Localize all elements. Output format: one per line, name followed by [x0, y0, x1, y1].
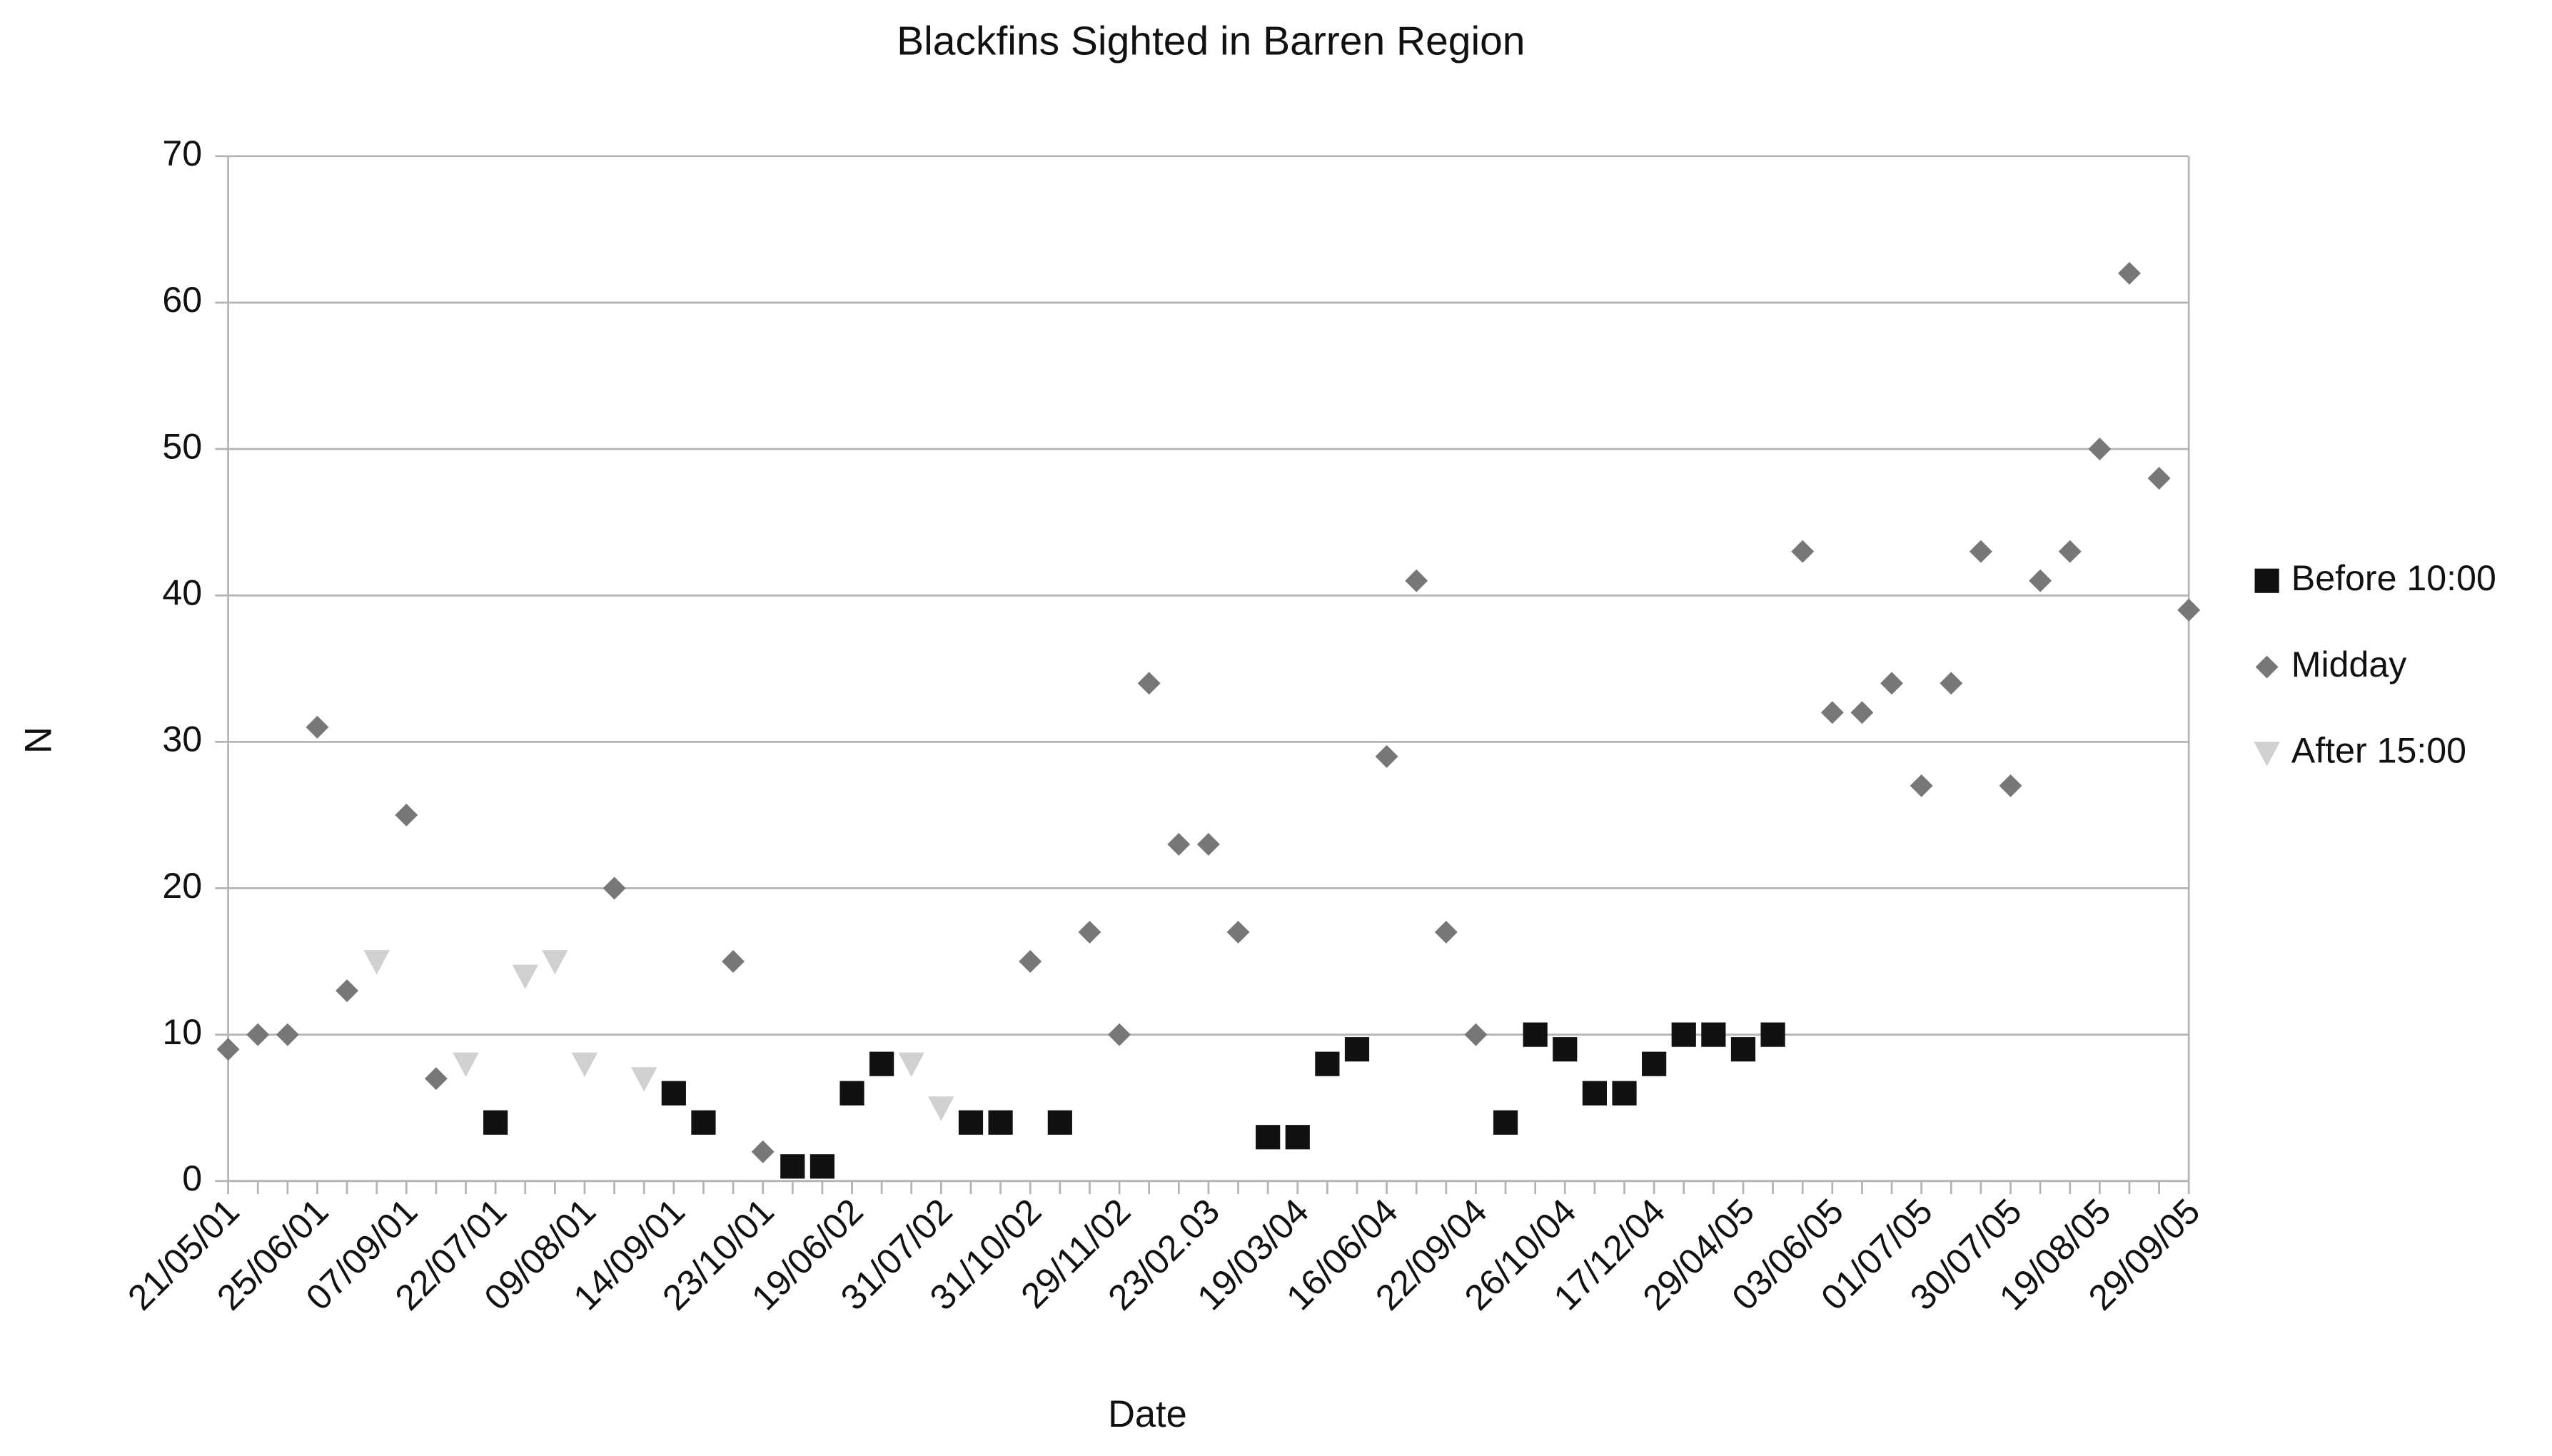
point — [1137, 672, 1161, 695]
point — [1078, 921, 1101, 944]
point — [363, 950, 390, 975]
legend-label: Before 10:00 — [2291, 558, 2496, 598]
point — [1582, 1081, 1607, 1106]
point — [1285, 1125, 1310, 1150]
point — [1791, 540, 1815, 563]
legend-label: Midday — [2291, 644, 2407, 684]
point — [810, 1154, 835, 1179]
y-axis-label: N — [18, 727, 59, 754]
point — [988, 1110, 1013, 1135]
y-tick-label: 60 — [162, 280, 202, 320]
point — [424, 1067, 448, 1091]
point — [1405, 569, 1428, 592]
point — [869, 1051, 894, 1076]
point — [1167, 833, 1191, 856]
point — [602, 876, 626, 900]
point — [722, 950, 745, 974]
point — [1047, 1110, 1072, 1135]
point — [1315, 1051, 1340, 1076]
point — [246, 1023, 270, 1046]
point — [2147, 467, 2171, 490]
point — [1019, 950, 1042, 974]
point — [2118, 261, 2141, 285]
point — [1760, 1022, 1785, 1047]
y-tick-label: 0 — [182, 1158, 202, 1198]
point — [630, 1067, 657, 1092]
point — [1910, 774, 1933, 797]
point — [1344, 1037, 1370, 1062]
point — [2029, 569, 2052, 592]
point — [1820, 701, 1844, 724]
legend-label: After 15:00 — [2291, 731, 2466, 771]
point — [1108, 1023, 1131, 1046]
point — [1880, 672, 1904, 695]
point — [571, 1052, 598, 1077]
point — [898, 1052, 924, 1077]
point — [780, 1154, 805, 1179]
point — [1701, 1022, 1726, 1047]
point — [2058, 540, 2082, 563]
point — [1196, 833, 1220, 856]
point — [2088, 438, 2112, 461]
point — [839, 1081, 864, 1106]
point — [958, 1110, 984, 1135]
point — [306, 715, 329, 739]
point — [928, 1096, 954, 1121]
point — [1969, 540, 1992, 563]
point — [512, 964, 538, 989]
x-axis-label: Date — [1108, 1394, 1187, 1435]
point — [1256, 1125, 1281, 1150]
y-tick-label: 50 — [162, 426, 202, 466]
point — [1493, 1110, 1518, 1135]
point — [1375, 744, 1398, 768]
point — [395, 803, 418, 826]
point — [1434, 921, 1458, 944]
point — [661, 1081, 686, 1106]
point — [691, 1110, 716, 1135]
point — [1850, 701, 1874, 724]
legend-marker — [2255, 655, 2279, 679]
legend-marker — [2254, 742, 2280, 767]
legend-marker — [2254, 568, 2279, 593]
point — [1464, 1023, 1488, 1046]
point — [276, 1023, 299, 1046]
point — [216, 1038, 240, 1061]
point — [453, 1052, 479, 1077]
point — [483, 1110, 508, 1135]
y-tick-label: 40 — [162, 572, 202, 612]
point — [1523, 1022, 1548, 1047]
point — [1730, 1037, 1756, 1062]
point — [1612, 1081, 1637, 1106]
chart-title: Blackfins Sighted in Barren Region — [897, 19, 1525, 64]
point — [1226, 921, 1250, 944]
point — [1940, 672, 1963, 695]
point — [1642, 1051, 1667, 1076]
y-tick-label: 10 — [162, 1012, 202, 1052]
point — [336, 979, 359, 1003]
point — [1999, 774, 2022, 797]
y-tick-label: 30 — [162, 719, 202, 759]
y-tick-label: 70 — [162, 133, 202, 173]
point — [2177, 598, 2201, 622]
point — [751, 1140, 775, 1163]
point — [542, 950, 568, 975]
point — [1671, 1022, 1696, 1047]
y-tick-label: 20 — [162, 866, 202, 906]
point — [1553, 1037, 1578, 1062]
